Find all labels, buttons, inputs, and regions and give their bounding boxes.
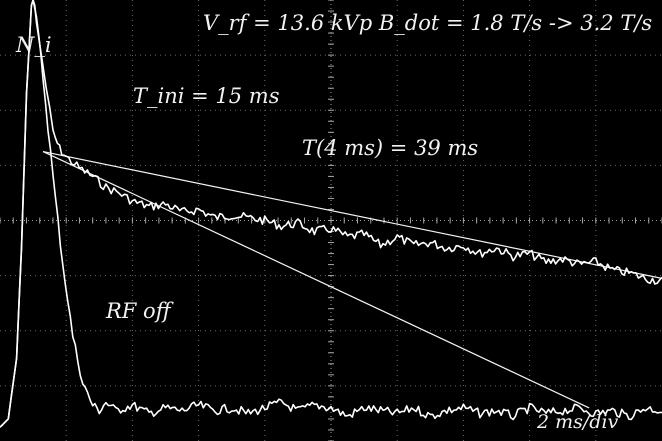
header-annotation: V_rf = 13.6 kVp B_dot = 1.8 T/s -> 3.2 T… bbox=[203, 11, 652, 35]
rf-off-annotation: RF off bbox=[105, 299, 174, 323]
ylabel: N_i bbox=[15, 33, 52, 57]
fit-line-2 bbox=[42, 151, 590, 409]
t-fast-annotation: T_ini = 15 ms bbox=[133, 84, 280, 108]
trace-1 bbox=[0, 0, 662, 428]
trace-2 bbox=[0, 0, 662, 428]
timebase-label: 2 ms/div bbox=[536, 411, 619, 433]
fit-lines bbox=[42, 151, 662, 409]
t-slow-annotation: T(4 ms) = 39 ms bbox=[302, 136, 478, 160]
fit-line-1 bbox=[42, 151, 662, 279]
traces bbox=[0, 0, 662, 428]
